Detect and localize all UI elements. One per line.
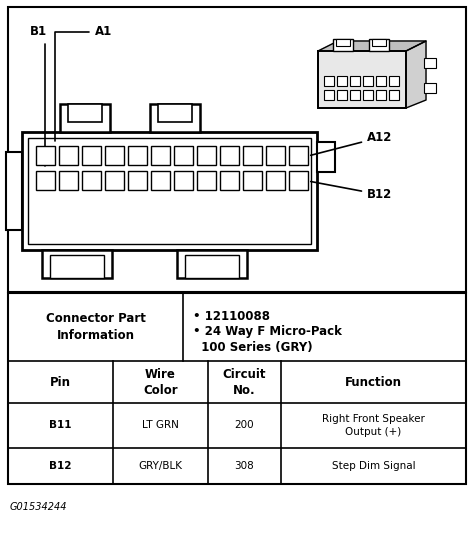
Bar <box>82 171 101 190</box>
Text: B12: B12 <box>311 181 392 201</box>
Polygon shape <box>406 41 426 108</box>
Bar <box>150 104 200 132</box>
Bar <box>68 104 102 122</box>
Text: Pin: Pin <box>50 376 71 389</box>
Bar <box>337 90 347 100</box>
Text: Step Dim Signal: Step Dim Signal <box>332 461 415 471</box>
Bar <box>60 104 110 132</box>
Bar <box>324 76 334 86</box>
Bar <box>8 7 466 292</box>
Text: LT GRN: LT GRN <box>142 421 179 431</box>
Bar <box>185 255 239 278</box>
Text: Connector Part
Information: Connector Part Information <box>46 312 146 342</box>
Bar <box>197 146 216 165</box>
Bar <box>151 171 170 190</box>
Bar <box>105 171 124 190</box>
Bar <box>372 39 386 46</box>
Bar <box>389 76 399 86</box>
Text: 308: 308 <box>235 461 255 471</box>
Bar <box>177 250 247 278</box>
Bar <box>128 171 147 190</box>
Bar <box>8 293 466 484</box>
Bar <box>289 171 308 190</box>
Text: A1: A1 <box>55 25 112 141</box>
Text: • 12110088: • 12110088 <box>193 310 270 324</box>
Bar <box>424 58 436 68</box>
Bar <box>243 171 262 190</box>
Bar <box>59 146 78 165</box>
Bar <box>350 76 360 86</box>
Bar <box>317 142 335 172</box>
Bar <box>376 76 386 86</box>
Bar <box>318 51 406 108</box>
Bar <box>36 171 55 190</box>
Text: B12: B12 <box>49 461 72 471</box>
Bar <box>59 171 78 190</box>
Bar <box>363 90 373 100</box>
Bar <box>266 171 285 190</box>
Bar <box>6 152 22 230</box>
Text: Circuit
No.: Circuit No. <box>223 367 266 396</box>
Bar <box>424 83 436 93</box>
Text: B11: B11 <box>49 421 72 431</box>
Bar <box>266 146 285 165</box>
Bar <box>336 39 350 46</box>
Bar <box>389 90 399 100</box>
Bar <box>369 39 389 51</box>
Bar <box>22 132 317 250</box>
Text: G01534244: G01534244 <box>10 502 67 512</box>
Bar <box>289 146 308 165</box>
Bar <box>376 90 386 100</box>
Bar <box>28 138 311 244</box>
Bar <box>350 90 360 100</box>
Bar <box>197 171 216 190</box>
Bar <box>333 39 353 51</box>
Bar <box>318 51 406 108</box>
Text: GRY/BLK: GRY/BLK <box>138 461 182 471</box>
Bar <box>220 146 239 165</box>
Bar <box>42 250 112 278</box>
Bar <box>337 76 347 86</box>
Bar <box>174 146 193 165</box>
Text: Function: Function <box>345 376 402 389</box>
Bar <box>128 146 147 165</box>
Bar <box>220 171 239 190</box>
Bar <box>50 255 104 278</box>
Bar <box>324 90 334 100</box>
Bar <box>363 76 373 86</box>
Bar <box>105 146 124 165</box>
Text: • 24 Way F Micro-Pack
  100 Series (GRY): • 24 Way F Micro-Pack 100 Series (GRY) <box>193 324 342 353</box>
Bar <box>243 146 262 165</box>
Text: Wire
Color: Wire Color <box>143 367 178 396</box>
Bar <box>158 104 192 122</box>
Text: B1: B1 <box>30 25 47 166</box>
Text: A12: A12 <box>310 131 392 155</box>
Polygon shape <box>318 41 426 51</box>
Bar <box>82 146 101 165</box>
Bar <box>36 146 55 165</box>
Text: 200: 200 <box>235 421 255 431</box>
Text: Right Front Speaker
Output (+): Right Front Speaker Output (+) <box>322 414 425 437</box>
Bar <box>174 171 193 190</box>
Bar <box>151 146 170 165</box>
